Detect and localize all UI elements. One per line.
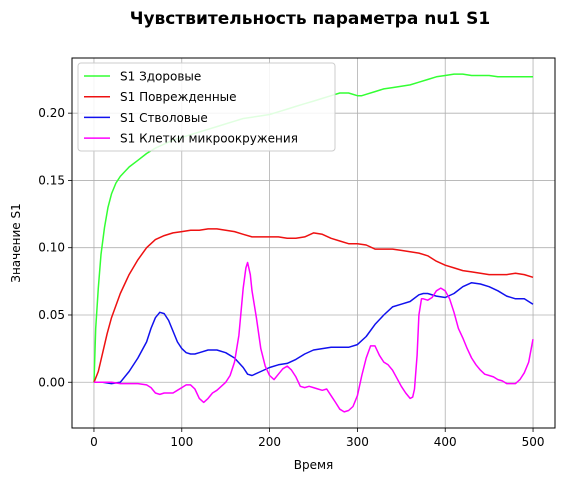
legend-label: S1 Поврежденные <box>120 90 237 104</box>
x-tick-label: 0 <box>90 435 98 449</box>
y-tick-label: 0.10 <box>38 241 65 255</box>
series-line-1 <box>94 229 533 382</box>
legend-label: S1 Стволовые <box>120 111 208 125</box>
y-ticks: 0.00 0.05 0.10 0.15 0.20 <box>38 106 72 389</box>
series-line-2 <box>94 283 533 384</box>
legend-label: S1 Клетки микроокружения <box>120 132 298 146</box>
x-axis-label: Время <box>294 458 334 472</box>
x-tick-label: 200 <box>258 435 281 449</box>
x-tick-label: 300 <box>346 435 369 449</box>
x-tick-label: 100 <box>170 435 193 449</box>
y-tick-label: 0.20 <box>38 106 65 120</box>
y-tick-label: 0.15 <box>38 173 65 187</box>
y-tick-label: 0.05 <box>38 308 65 322</box>
legend-label: S1 Здоровые <box>120 70 201 84</box>
y-axis-label: Значение S1 <box>9 203 23 282</box>
chart-title: Чувствительность параметра nu1 S1 <box>130 9 491 29</box>
x-tick-label: 500 <box>522 435 545 449</box>
x-tick-label: 400 <box>434 435 457 449</box>
legend: S1 Здоровые S1 Поврежденные S1 Стволовые S1… <box>78 63 335 151</box>
y-tick-label: 0.00 <box>38 375 65 389</box>
x-ticks: 0 100 200 300 400 500 <box>90 428 544 449</box>
